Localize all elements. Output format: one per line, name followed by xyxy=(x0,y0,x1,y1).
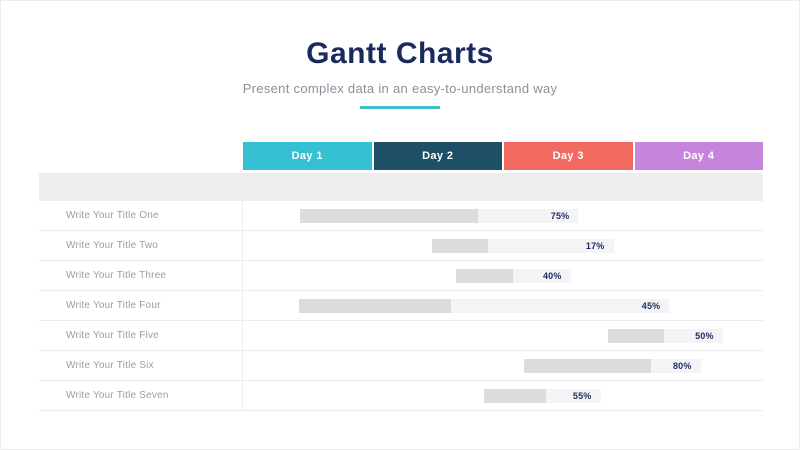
gantt-bar-fill xyxy=(483,388,546,403)
gantt-row: Write Your Title Five 50% xyxy=(39,321,763,351)
gantt-bar: 55% xyxy=(483,388,601,403)
gantt-row: Write Your Title Two 17% xyxy=(39,231,763,261)
day-column-header: Day 3 xyxy=(504,142,633,170)
gantt-bar: 50% xyxy=(608,328,723,343)
row-timeline: 17% xyxy=(243,231,763,260)
day-columns: Day 1 Day 2 Day 3 Day 4 xyxy=(243,142,763,170)
gantt-bar-fill xyxy=(300,208,479,223)
row-timeline: 80% xyxy=(243,351,763,380)
row-timeline: 55% xyxy=(243,381,763,410)
row-label: Write Your Title Two xyxy=(39,231,243,260)
gantt-bar-fill xyxy=(431,238,488,253)
gantt-bar-fill xyxy=(456,268,514,283)
percent-label: 40% xyxy=(542,270,562,281)
percent-label: 45% xyxy=(641,300,661,311)
row-timeline: 75% xyxy=(243,201,763,230)
percent-label: 55% xyxy=(572,390,592,401)
label-column-spacer xyxy=(39,142,243,170)
gantt-bar-fill xyxy=(523,358,652,373)
row-label: Write Your Title Seven xyxy=(39,381,243,410)
subheader-band xyxy=(39,173,763,201)
row-label: Write Your Title Three xyxy=(39,261,243,290)
day-header-row: Day 1 Day 2 Day 3 Day 4 xyxy=(39,142,763,170)
title-underline xyxy=(360,106,440,109)
day-column-header: Day 2 xyxy=(373,142,502,170)
row-label: Write Your Title Four xyxy=(39,291,243,320)
gantt-bar-fill xyxy=(608,328,665,343)
day-column-header: Day 1 xyxy=(243,142,372,170)
percent-label: 80% xyxy=(672,360,692,371)
gantt-rows: Write Your Title One 75% Write Your Title … xyxy=(39,201,763,411)
row-timeline: 45% xyxy=(243,291,763,320)
gantt-bar: 17% xyxy=(431,238,614,253)
gantt-bar: 40% xyxy=(456,268,571,283)
row-timeline: 40% xyxy=(243,261,763,290)
page-subtitle: Present complex data in an easy-to-under… xyxy=(242,81,558,96)
row-timeline: 50% xyxy=(243,321,763,350)
day-column-header: Day 4 xyxy=(634,142,763,170)
percent-label: 75% xyxy=(550,210,570,221)
gantt-row: Write Your Title One 75% xyxy=(39,201,763,231)
page-title: Gantt Charts xyxy=(306,37,494,70)
percent-label: 17% xyxy=(585,240,605,251)
gantt-row: Write Your Title Seven 55% xyxy=(39,381,763,411)
gantt-bar-fill xyxy=(298,298,451,313)
slide-header: Gantt Charts Present complex data in an … xyxy=(1,1,799,109)
gantt-row: Write Your Title Three 40% xyxy=(39,261,763,291)
gantt-chart: Day 1 Day 2 Day 3 Day 4 Write Your Title On… xyxy=(39,142,763,411)
gantt-bar: 75% xyxy=(300,208,579,223)
row-label: Write Your Title Five xyxy=(39,321,243,350)
gantt-row: Write Your Title Six 80% xyxy=(39,351,763,381)
percent-label: 50% xyxy=(695,330,714,341)
gantt-bar: 45% xyxy=(298,298,670,313)
row-label: Write Your Title One xyxy=(39,201,243,230)
row-label: Write Your Title Six xyxy=(39,351,243,380)
gantt-bar: 80% xyxy=(523,358,701,373)
gantt-row: Write Your Title Four 45% xyxy=(39,291,763,321)
